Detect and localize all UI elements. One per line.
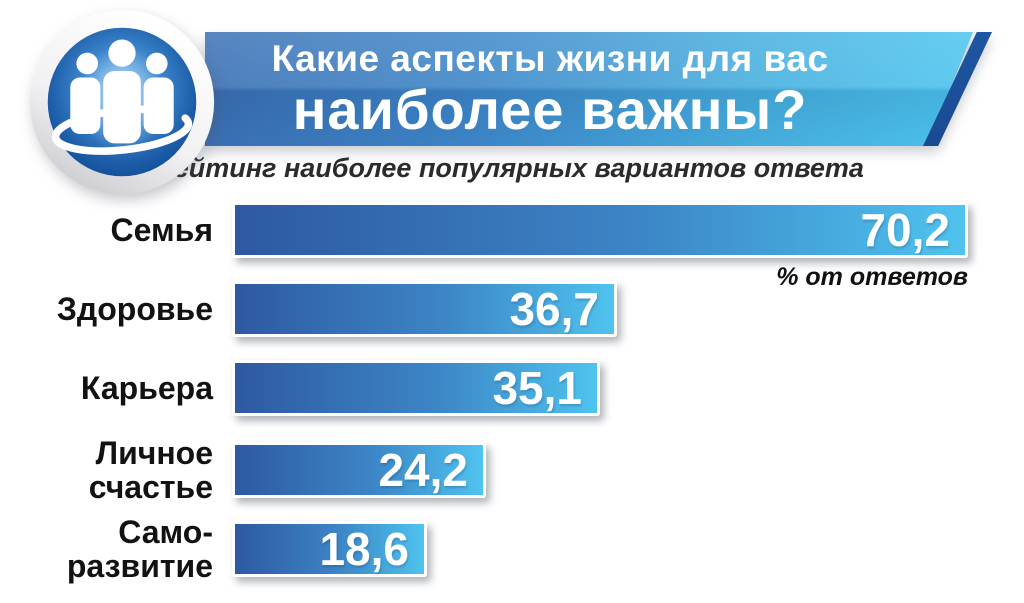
title-line-1: Какие аспекты жизни для вас <box>271 38 829 79</box>
category-label: Карьера <box>80 370 213 406</box>
bar-row: Личное счастье 24,2 <box>0 435 1024 505</box>
category-label: Само-развитие <box>66 514 213 584</box>
unit-label: % от ответов <box>776 263 968 291</box>
bar-value-label: 70,2 <box>860 204 950 256</box>
icon-center-person <box>103 39 141 144</box>
bar-row: Карьера 35,1 <box>0 360 1024 416</box>
bar-row: Семья 70,2 <box>0 202 1024 258</box>
bar-row: Здоровье 36,7 <box>0 281 1024 337</box>
value-bar: 24,2 <box>232 442 486 498</box>
icon-side-people <box>70 52 174 134</box>
category-label: Здоровье <box>56 291 213 327</box>
bar-row: Само-развитие 18,6 <box>0 514 1024 584</box>
bar-value-label: 24,2 <box>378 444 468 496</box>
category-label: Семья <box>110 212 214 248</box>
value-bar: 70,2 <box>232 202 968 258</box>
bar-value-label: 18,6 <box>319 523 409 575</box>
chart-subtitle: Рейтинг наиболее популярных вариантов от… <box>156 153 864 183</box>
category-label: Личное счастье <box>88 435 213 505</box>
value-bar: 36,7 <box>232 281 617 337</box>
value-bar: 35,1 <box>232 360 600 416</box>
title-line-2: наиболее важны? <box>292 78 808 141</box>
people-icon <box>29 9 215 195</box>
banner-background <box>205 32 973 146</box>
bar-value-label: 36,7 <box>509 283 599 335</box>
bar-value-label: 35,1 <box>492 362 582 414</box>
page-title: Какие аспекты жизни для вас наиболее важ… <box>205 32 973 146</box>
value-bar: 18,6 <box>232 521 427 577</box>
